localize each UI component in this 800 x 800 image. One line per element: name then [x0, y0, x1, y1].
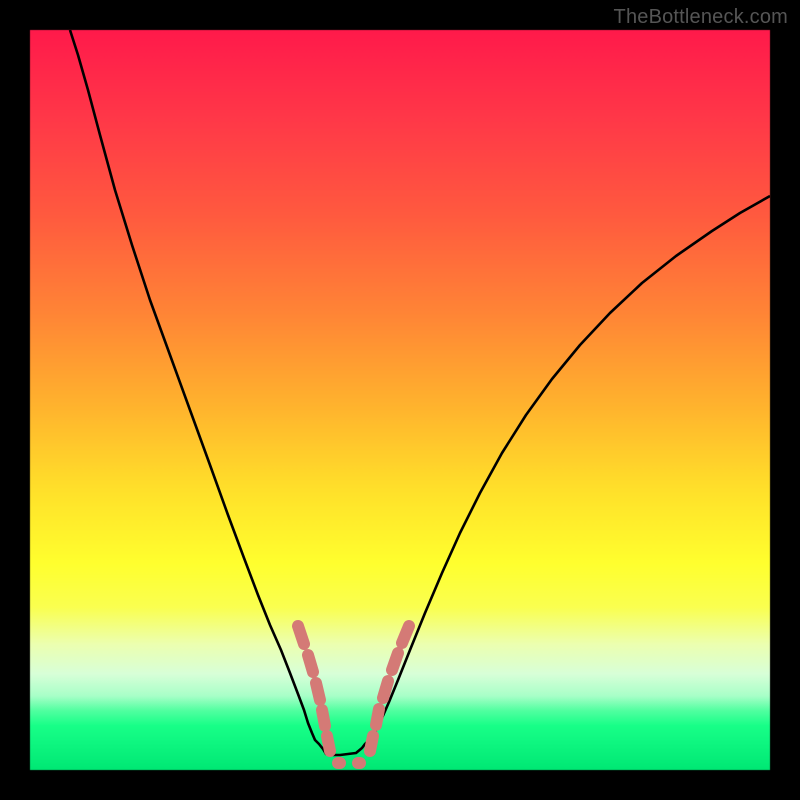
bottleneck-curve: [70, 30, 770, 755]
curve-layer: [0, 0, 800, 800]
highlight-dashes: [298, 626, 409, 769]
chart-stage: TheBottleneck.com: [0, 0, 800, 800]
watermark-text: TheBottleneck.com: [614, 6, 788, 29]
